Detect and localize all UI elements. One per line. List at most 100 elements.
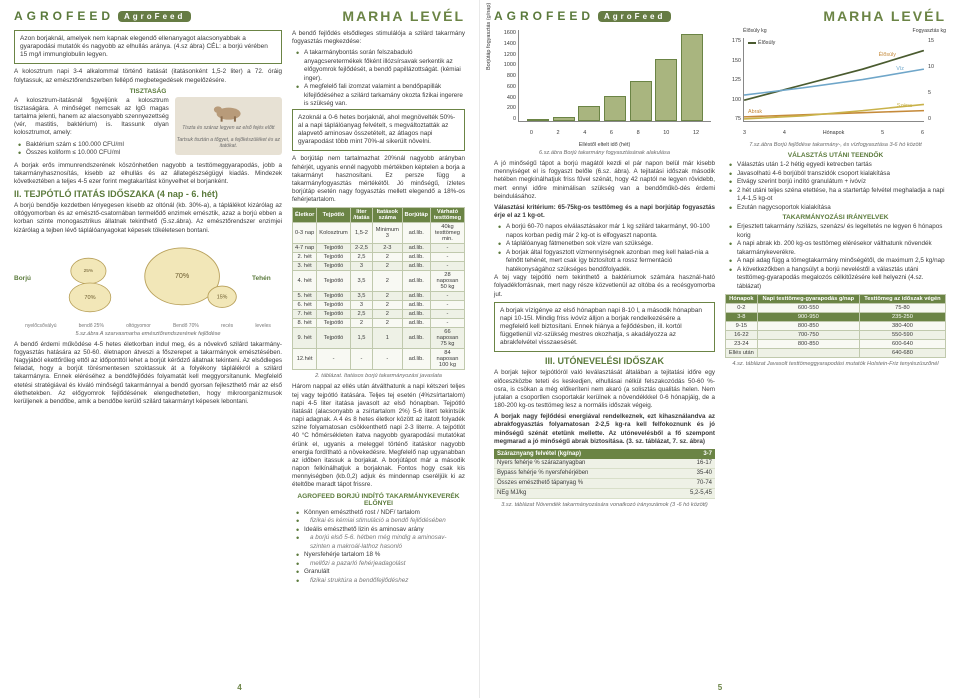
table-cell: ad.lib. xyxy=(402,319,430,328)
r-list: A takarmánybontás során felszabaduló any… xyxy=(292,49,465,109)
table-cell: Tejpótló xyxy=(317,244,350,253)
label-tehen: Tehén xyxy=(252,275,282,282)
table-cell: Tejpótló xyxy=(317,292,350,301)
table-cell: 2-3 xyxy=(373,244,402,253)
y-tick-right: 10 xyxy=(928,64,944,70)
table-cell: 9. hét xyxy=(293,328,317,349)
col-left: Azon borjaknál, amelyek nem kapnak elege… xyxy=(14,30,282,585)
table-cell: - xyxy=(373,349,402,370)
p-r-intro: A bendő fejlődés elsődleges stimulálója … xyxy=(292,30,465,46)
table-row: 6. hétTejpótló32ad.lib.- xyxy=(293,301,465,310)
x-tick: 0 xyxy=(530,130,533,136)
tisztasag-text: A kolosztrum-itatásnál figyeljünk a kolo… xyxy=(14,97,169,158)
leg-abrak: Abrak xyxy=(748,109,762,115)
list-item: Ideális emészthető lizin és aminosav ará… xyxy=(296,526,465,535)
table-cell: 3,5 xyxy=(350,271,372,292)
p-kolosztrum: A kolosztrum napi 3-4 alkalommal történő… xyxy=(14,68,282,84)
table-cell: 700-750 xyxy=(757,331,859,340)
table-cell: - xyxy=(430,292,464,301)
table-row: 9. hétTejpótló1,51ad.lib.66 naposan 75 k… xyxy=(293,328,465,349)
table-cell: 0-3 nap xyxy=(293,223,317,244)
table-cell: 28 naposan 50 kg xyxy=(430,271,464,292)
table-cell: - xyxy=(430,253,464,262)
r-box: Azoknál a 0-6 hetes borjaknál, ahol megn… xyxy=(292,109,465,152)
table-header-row: ÉletkorTejpótlóliter /itatásItatások szá… xyxy=(293,208,465,223)
table-cell: Tejpótló xyxy=(317,271,350,292)
table-header: Testtömeg az időszak végén xyxy=(859,295,945,304)
list-item: Granulált xyxy=(296,568,465,577)
page-number-4: 4 xyxy=(237,683,241,692)
list-item: fizikai struktúra a bendőfejlődéshez xyxy=(296,577,465,586)
table-cell: 23-24 xyxy=(726,340,758,349)
table-cell: 66 naposan 75 kg xyxy=(430,328,464,349)
table-cell: ad.lib. xyxy=(402,262,430,271)
table-row: 5. hétTejpótló3,52ad.lib.- xyxy=(293,292,465,301)
table-cell: NEg MJ/kg xyxy=(494,488,666,498)
tiszt-cap2: Tartsuk tisztán a tőgyet, a fejőkészülék… xyxy=(177,137,280,149)
table-cell: 1,5 xyxy=(350,328,372,349)
leg-elosuly2: Élősúly xyxy=(879,52,896,58)
p-tej3: Három nappal az ellés után átválthatunk … xyxy=(292,383,465,489)
line-caption: 7.sz.ábra Borjú fejlődése takarmány-, és… xyxy=(725,142,946,148)
feeding-table-caption: 2. táblázat. Itatásos borjú takarmányozá… xyxy=(292,373,465,379)
list-item: fizikai és kémiai stimuláció a bendő fej… xyxy=(296,517,465,526)
table-cell: 2 xyxy=(373,310,402,319)
header: AGROFEED AgroFeed MARHA LEVÉL xyxy=(14,8,465,24)
y-tick: 400 xyxy=(494,95,516,101)
table-cell: 2. hét xyxy=(293,253,317,262)
table-row: NEg MJ/kg5,2-5,45 xyxy=(494,488,715,498)
bar-caption: 6.sz.ábra Borjú takarmány fogyasztásának… xyxy=(494,150,715,156)
y-tick-left: 125 xyxy=(725,77,741,83)
table-header: Tejpótló xyxy=(317,208,350,223)
y-tick: 800 xyxy=(494,73,516,79)
svg-text:70%: 70% xyxy=(84,295,95,301)
table-row: 7. hétTejpótló2,52ad.lib.- xyxy=(293,310,465,319)
valut-list: Választás után 1-2 hétig egyedi ketrecbe… xyxy=(725,161,946,212)
svg-text:15%: 15% xyxy=(217,294,228,300)
x-tick: 8 xyxy=(637,130,640,136)
table-cell: 3-8 xyxy=(726,313,758,322)
x-tick: 6 xyxy=(921,130,924,136)
table-cell: ad.lib. xyxy=(402,310,430,319)
growth-head: HónapokNapi testtömeg-gyarapodás g/napTe… xyxy=(726,295,946,304)
table-cell: Ellés után xyxy=(726,349,758,358)
line-y-right: 151050 xyxy=(928,38,944,122)
table-cell: Bypass fehérje % nyersfehérjében xyxy=(494,468,666,478)
lbl-reces: recés xyxy=(221,323,233,329)
table-cell: Tejpótló xyxy=(317,262,350,271)
h-tejpotlo: II. TEJPÓTLÓ ITATÁS IDŐSZAKA (4 nap - 6.… xyxy=(14,189,282,199)
p-tejpotlo2: A bendő érdemi működése 4-5 hetes életko… xyxy=(14,341,282,406)
page-4: AGROFEED AgroFeed MARHA LEVÉL Azon borja… xyxy=(0,0,480,698)
list-item: A következőkben a hangsúlyt a borjú neve… xyxy=(729,266,946,292)
table-cell: ad.lib. xyxy=(402,301,430,310)
table-cell: Összes emészthető tápanyag % xyxy=(494,478,666,488)
bar xyxy=(578,106,600,121)
bar xyxy=(527,119,549,121)
h-takir: TAKARMÁNYOZÁSI IRÁNYELVEK xyxy=(725,214,946,221)
r-li1: A takarmánybontás során felszabaduló any… xyxy=(296,49,465,83)
h-valut: VÁLASZTÁS UTÁNI TEENDŐK xyxy=(725,152,946,159)
nutrient-table: Száraznyang felvétel (kg/nap) 3-7 Nyers … xyxy=(494,449,715,499)
stomach-cow-icon: 70% 15% xyxy=(136,239,246,319)
tisztasag-list: Baktérium szám ≤ 100.000 CFU/ml Összes k… xyxy=(14,141,169,158)
leg-szena: Széna xyxy=(897,103,912,109)
table-cell: Nyers fehérje % szárazanyagban xyxy=(494,459,666,469)
feeding-table: ÉletkorTejpótlóliter /itatásItatások szá… xyxy=(292,207,465,370)
brand-badge-r: AgroFeed xyxy=(598,11,671,22)
table-cell: 550-590 xyxy=(859,331,945,340)
p-immun: A borjak erős immunrendszerének köszönhe… xyxy=(14,162,282,187)
cow-sublabels: nyelőcsővályú bendő 25% oltógyomor Bendő… xyxy=(14,323,282,329)
table-cell: 2 xyxy=(350,319,372,328)
tisztasag-image: Tiszta és száraz legyen az első fejés el… xyxy=(175,97,282,155)
y-tick: 1200 xyxy=(494,52,516,58)
table-cell: 5. hét xyxy=(293,292,317,301)
table-header: Borjútáp xyxy=(402,208,430,223)
table-cell: - xyxy=(430,310,464,319)
table-cell: Tejpótló xyxy=(317,301,350,310)
table-cell: - xyxy=(430,244,464,253)
table-cell: Tejpótló xyxy=(317,319,350,328)
p-joim: A jó minőségű tápot a borjú magától kezd… xyxy=(494,160,715,201)
table-cell: 1,5-2 xyxy=(350,223,372,244)
table-cell: 4-7 nap xyxy=(293,244,317,253)
tiszt-li-2: Összes koliform ≤ 10.000 CFU/ml xyxy=(18,149,169,158)
